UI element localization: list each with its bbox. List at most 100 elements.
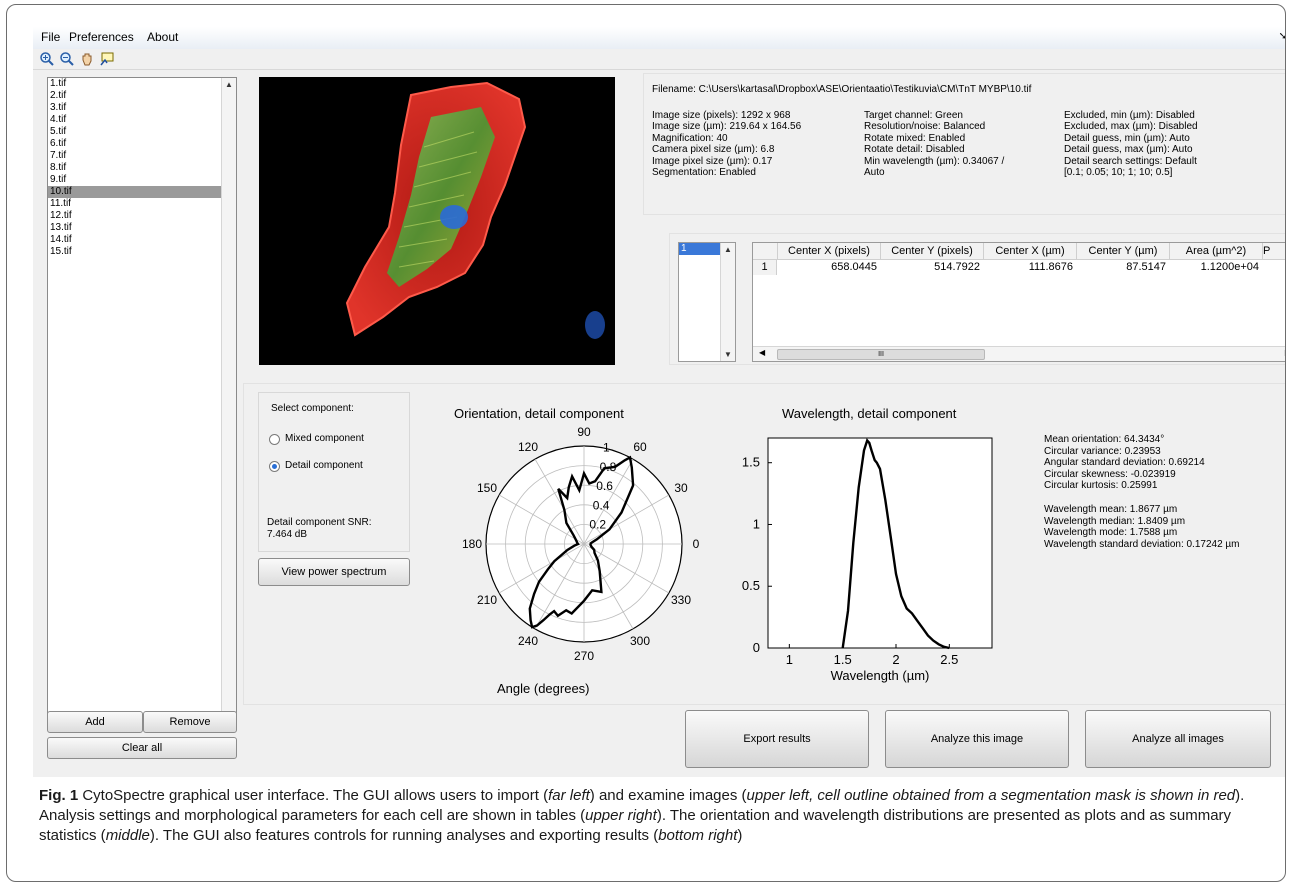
table-corner — [753, 243, 778, 260]
file-list-item[interactable]: 14.tif — [50, 234, 72, 245]
snr-value: 7.464 dB — [267, 529, 308, 540]
figure-frame: File Preferences About ➘ 1.tif2.tif3.tif… — [6, 4, 1286, 882]
file-list-scrollbar[interactable]: ▲ ▼ — [221, 78, 236, 724]
x-axis-label: Wavelength (µm) — [831, 668, 930, 683]
clear-all-button[interactable]: Clear all — [47, 737, 237, 759]
file-list-item[interactable]: 6.tif — [50, 138, 67, 149]
mixed-component-label[interactable]: Mixed component — [285, 433, 364, 444]
info-line: Image pixel size (µm): 0.17 — [652, 155, 773, 167]
polar-spoke — [583, 543, 670, 594]
file-list-item[interactable]: 10.tif — [48, 186, 236, 198]
column-header[interactable]: Center Y (pixels) — [881, 243, 984, 260]
orientation-distribution-line — [528, 455, 635, 629]
analyze-all-images-button[interactable]: Analyze all images — [1085, 710, 1271, 768]
info-line: Excluded, min (µm): Disabled — [1064, 110, 1195, 121]
file-list-item[interactable]: 4.tif — [50, 114, 67, 125]
column-header[interactable]: P — [1263, 243, 1285, 260]
polar-plot-title: Orientation, detail component — [454, 406, 624, 421]
scroll-left-icon[interactable]: ◀ — [759, 348, 766, 357]
table-cell[interactable]: 111.8676 — [1028, 261, 1073, 273]
row-header[interactable]: 1 — [753, 260, 777, 275]
info-line: Image size (µm): 219.64 x 164.56 — [652, 121, 802, 133]
file-list-item[interactable]: 7.tif — [50, 150, 67, 161]
scroll-right-icon[interactable]: ▶ — [1285, 348, 1286, 357]
info-line: Resolution/noise: Balanced — [864, 121, 986, 133]
file-list-item[interactable]: 1.tif — [50, 78, 67, 89]
cell-id-item[interactable]: 1 — [679, 243, 721, 255]
file-list-item[interactable]: 2.tif — [50, 90, 67, 101]
table-cell[interactable]: 87.5147 — [1126, 261, 1166, 273]
info-line: Excluded, max (µm): Disabled — [1064, 121, 1198, 133]
file-list-item[interactable]: 13.tif — [50, 222, 72, 233]
info-line: Target channel: Green — [864, 110, 963, 121]
analysis-info-column: Target channel: Green Resolution/noise: B… — [864, 110, 1004, 178]
info-line: Image size (pixels): 1292 x 968 — [652, 110, 791, 121]
table-cell[interactable]: 658.0445 — [831, 261, 877, 273]
angle-tick-label: 0 — [693, 537, 700, 551]
results-table[interactable]: Center X (pixels) Center Y (pixels) Cent… — [752, 242, 1286, 362]
file-list-item[interactable]: 8.tif — [50, 162, 67, 173]
file-list-item[interactable]: 11.tif — [50, 198, 71, 209]
column-header[interactable]: Center X (µm) — [984, 243, 1077, 260]
info-line: Rotate detail: Disabled — [864, 144, 965, 156]
stat-line: Mean orientation: 64.3434° — [1044, 434, 1165, 445]
zoom-out-icon[interactable] — [59, 51, 75, 67]
scroll-thumb[interactable]: III — [777, 349, 985, 360]
info-line: Detail guess, max (µm): Auto — [1064, 144, 1193, 156]
detail-component-radio[interactable] — [269, 461, 280, 472]
menu-about[interactable]: About — [147, 30, 179, 44]
view-power-spectrum-button[interactable]: View power spectrum — [258, 558, 410, 586]
remove-button[interactable]: Remove — [143, 711, 237, 733]
file-list-item[interactable]: 5.tif — [50, 126, 67, 137]
column-header[interactable]: Center X (pixels) — [778, 243, 881, 260]
table-horizontal-scrollbar[interactable]: ◀ III ▶ — [753, 346, 1286, 361]
results-table-panel: 1 ▲ ▼ Center X (pixels) Center Y (pixels… — [669, 233, 1286, 365]
y-tick-label: 1.5 — [742, 455, 760, 470]
table-cell[interactable]: 1.1200e+04 — [1200, 261, 1259, 273]
file-list-item[interactable]: 9.tif — [50, 174, 67, 185]
polar-spoke — [534, 543, 585, 630]
scroll-up-icon[interactable]: ▲ — [724, 245, 732, 254]
export-results-button[interactable]: Export results — [685, 710, 869, 768]
angle-tick-label: 330 — [671, 593, 691, 607]
data-cursor-icon[interactable] — [99, 51, 115, 67]
cell-list-scrollbar[interactable]: ▲ ▼ — [720, 243, 735, 361]
caption-emphasis: upper left, cell outline obtained from a… — [746, 787, 1236, 804]
info-line: Rotate mixed: Enabled — [864, 132, 966, 144]
info-line: Detail search settings: Default — [1064, 155, 1197, 167]
angle-tick-label: 120 — [518, 440, 538, 454]
mixed-component-radio[interactable] — [269, 434, 280, 445]
file-list-item[interactable]: 12.tif — [50, 210, 72, 221]
image-view[interactable] — [259, 77, 615, 365]
select-component-label: Select component: — [271, 403, 354, 414]
column-header[interactable]: Area (µm^2) — [1170, 243, 1263, 260]
add-button[interactable]: Add — [47, 711, 143, 733]
zoom-in-icon[interactable] — [39, 51, 55, 67]
detail-info-column: Excluded, min (µm): Disabled Excluded, ma… — [1064, 110, 1198, 178]
caption-text: ) and examine images ( — [589, 787, 747, 804]
info-line: Segmentation: Enabled — [652, 167, 756, 179]
menu-preferences[interactable]: Preferences — [69, 30, 134, 44]
scroll-up-icon[interactable]: ▲ — [225, 80, 233, 89]
polar-spoke — [498, 543, 585, 594]
collapse-menu-icon[interactable]: ➘ — [1279, 31, 1285, 42]
scroll-down-icon[interactable]: ▼ — [724, 350, 732, 359]
analysis-panel: Select component: Mixed component Detail… — [243, 383, 1285, 705]
detail-component-label[interactable]: Detail component — [285, 460, 363, 471]
radial-tick-label: 0.6 — [596, 479, 613, 493]
caption-text: ). The GUI also features controls for ru… — [149, 827, 659, 844]
angle-tick-label: 210 — [477, 593, 497, 607]
y-tick-label: 1 — [753, 516, 760, 531]
file-list[interactable]: 1.tif 2.tif 3.tif 4.tif 5.tif 6.tif 7.tif 8.tif… — [47, 77, 237, 725]
analyze-this-image-button[interactable]: Analyze this image — [885, 710, 1069, 768]
menu-file[interactable]: File — [41, 30, 61, 44]
pan-hand-icon[interactable] — [79, 51, 95, 67]
table-cell[interactable]: 514.7922 — [934, 261, 980, 273]
polar-spoke — [498, 494, 585, 545]
info-line: Magnification: 40 — [652, 132, 728, 144]
angle-tick-label: 270 — [574, 649, 594, 663]
file-list-item[interactable]: 3.tif — [50, 102, 67, 113]
cell-id-list[interactable]: 1 ▲ ▼ — [678, 242, 736, 362]
file-list-item[interactable]: 15.tif — [50, 246, 72, 257]
column-header[interactable]: Center Y (µm) — [1077, 243, 1170, 260]
